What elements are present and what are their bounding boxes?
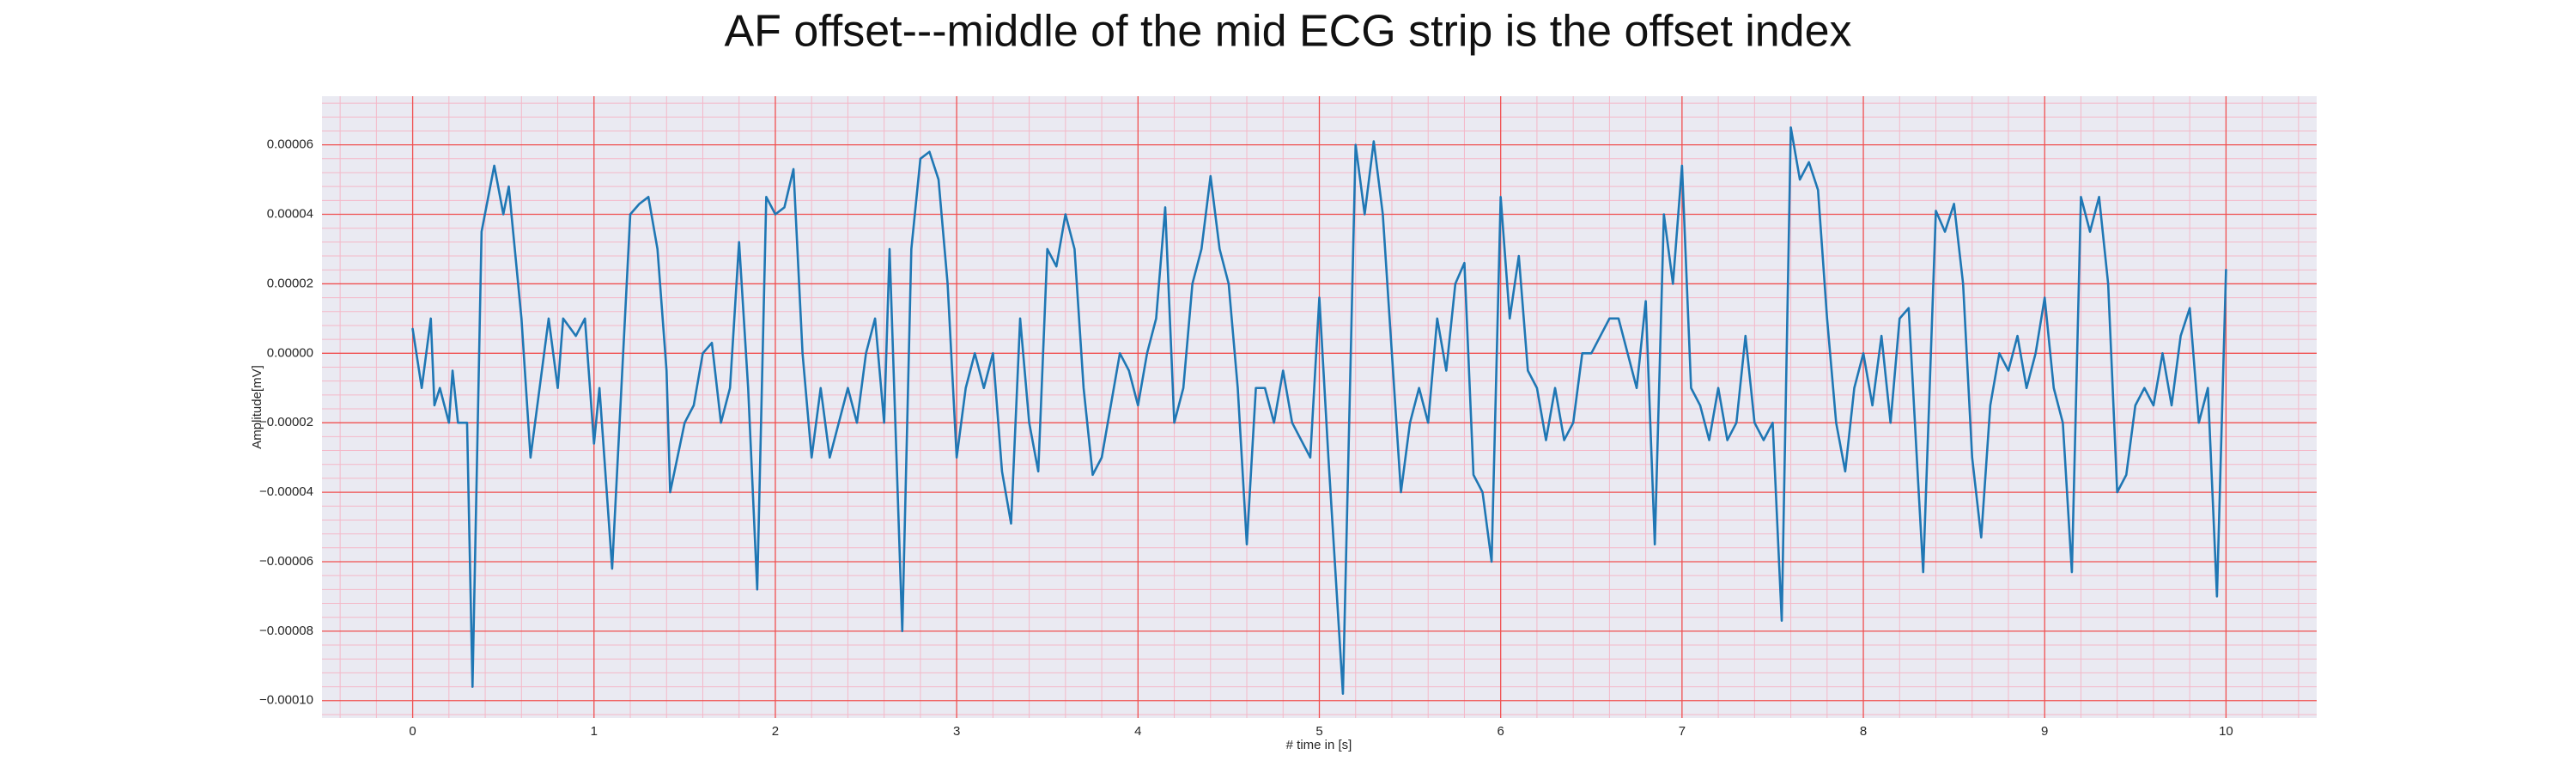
y-tick-label: −0.00002 xyxy=(259,415,313,429)
x-tick-label: 2 xyxy=(772,724,779,739)
x-tick-label: 4 xyxy=(1134,724,1141,739)
y-tick-label: 0.00004 xyxy=(267,206,313,221)
x-tick-label: 0 xyxy=(409,724,416,739)
y-tick-label: 0.00000 xyxy=(267,345,313,360)
x-tick-label: 3 xyxy=(953,724,960,739)
major-grid xyxy=(322,96,2317,718)
y-tick-label: −0.00008 xyxy=(259,624,313,638)
x-tick-label: 7 xyxy=(1679,724,1686,739)
x-tick-label: 9 xyxy=(2041,724,2048,739)
y-tick-label: −0.00006 xyxy=(259,554,313,569)
data-layer xyxy=(411,126,2227,695)
x-tick-label: 1 xyxy=(591,724,598,739)
chart-title: AF offset---middle of the mid ECG strip … xyxy=(724,7,1851,57)
x-tick-label: 10 xyxy=(2219,724,2233,739)
signal-line xyxy=(411,126,2227,695)
x-tick-label: 5 xyxy=(1315,724,1322,739)
y-axis-label: Amplitude[mV] xyxy=(250,365,264,449)
y-tick-label: 0.00002 xyxy=(267,276,313,290)
x-tick-label: 6 xyxy=(1498,724,1504,739)
y-tick-label: 0.00006 xyxy=(267,137,313,152)
x-axis-label: # time in [s] xyxy=(1286,738,1352,752)
x-tick-label: 8 xyxy=(1860,724,1867,739)
y-tick-label: −0.00004 xyxy=(259,484,313,499)
y-tick-label: −0.00010 xyxy=(259,693,313,708)
